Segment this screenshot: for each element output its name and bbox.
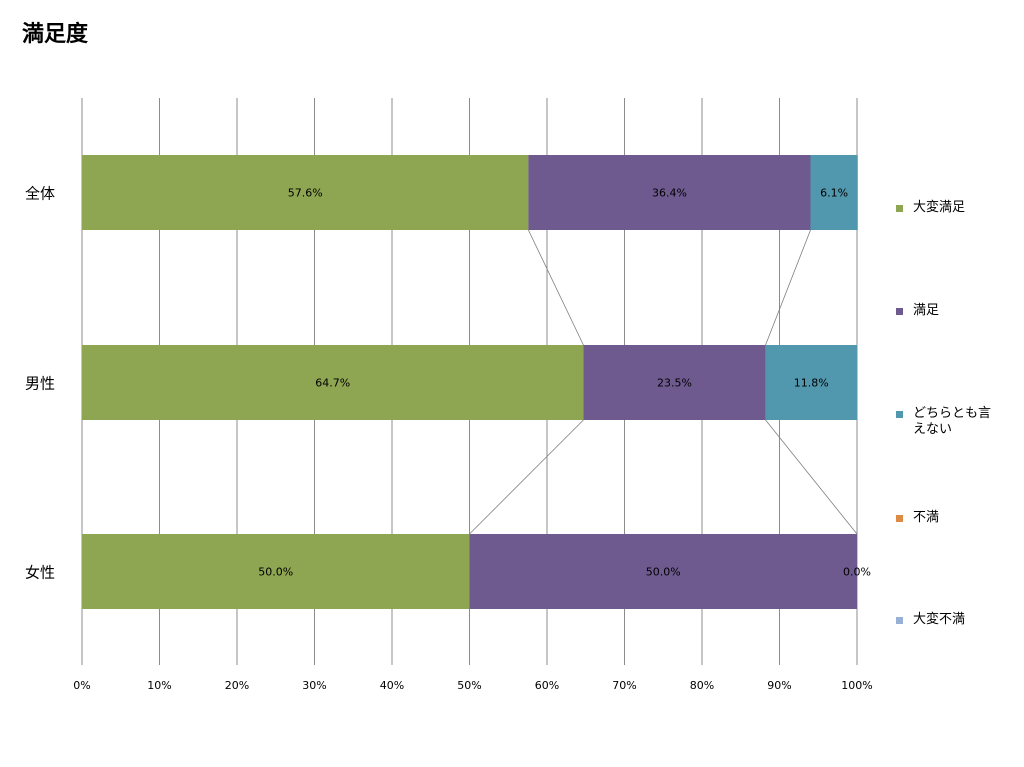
legend-label: 大変満足 (913, 200, 966, 215)
series-line (765, 419, 858, 535)
bar-segment (583, 345, 766, 420)
bar-segment (82, 155, 529, 230)
x-tick-label: 80% (690, 679, 714, 692)
bar-segment (810, 155, 858, 230)
bar-segment (82, 345, 584, 420)
x-tick-label: 10% (147, 679, 171, 692)
data-label: 36.4% (652, 187, 687, 200)
data-label: 6.1% (820, 187, 848, 200)
legend-label: 大変不満 (913, 612, 966, 627)
bar-segment (469, 534, 857, 609)
legend-item-very-dissatisfied: 大変不満 (896, 612, 1003, 628)
data-label: 57.6% (288, 187, 323, 200)
bar-segment (765, 345, 857, 420)
bar-segment (528, 155, 811, 230)
data-label: 23.5% (657, 377, 692, 390)
category-label: 全体 (25, 185, 55, 203)
legend-item-satisfied: 満足 (896, 303, 1003, 319)
x-tick-label: 70% (612, 679, 636, 692)
x-tick-label: 20% (225, 679, 249, 692)
series-line (765, 229, 811, 346)
x-tick-label: 40% (380, 679, 404, 692)
legend-label: 満足 (913, 303, 940, 318)
legend-item-dissatisfied: 不満 (896, 510, 1003, 526)
series-line (528, 229, 584, 346)
x-tick-label: 100% (841, 679, 872, 692)
legend-swatch (896, 617, 903, 624)
series-line (469, 419, 584, 535)
legend-swatch (896, 515, 903, 522)
data-label: 50.0% (646, 566, 681, 579)
legend-swatch (896, 308, 903, 315)
legend-swatch (896, 205, 903, 212)
page-title: 満足度 (22, 22, 89, 47)
x-tick-label: 30% (302, 679, 326, 692)
legend-label: どちらとも言 えない (913, 406, 992, 437)
category-label: 女性 (25, 564, 55, 582)
data-label: 0.0% (843, 566, 871, 579)
data-label: 50.0% (258, 566, 293, 579)
x-tick-label: 0% (73, 679, 90, 692)
x-tick-label: 50% (457, 679, 481, 692)
x-tick-label: 90% (767, 679, 791, 692)
bar-segment (82, 534, 470, 609)
legend-label: 不満 (913, 510, 940, 525)
legend-swatch (896, 411, 903, 418)
data-label: 11.8% (794, 377, 829, 390)
data-label: 64.7% (315, 377, 350, 390)
legend-item-neutral: どちらとも言 えない (896, 406, 1003, 438)
x-tick-label: 60% (535, 679, 559, 692)
category-label: 男性 (25, 375, 55, 393)
legend-item-very-satisfied: 大変満足 (896, 200, 1003, 216)
